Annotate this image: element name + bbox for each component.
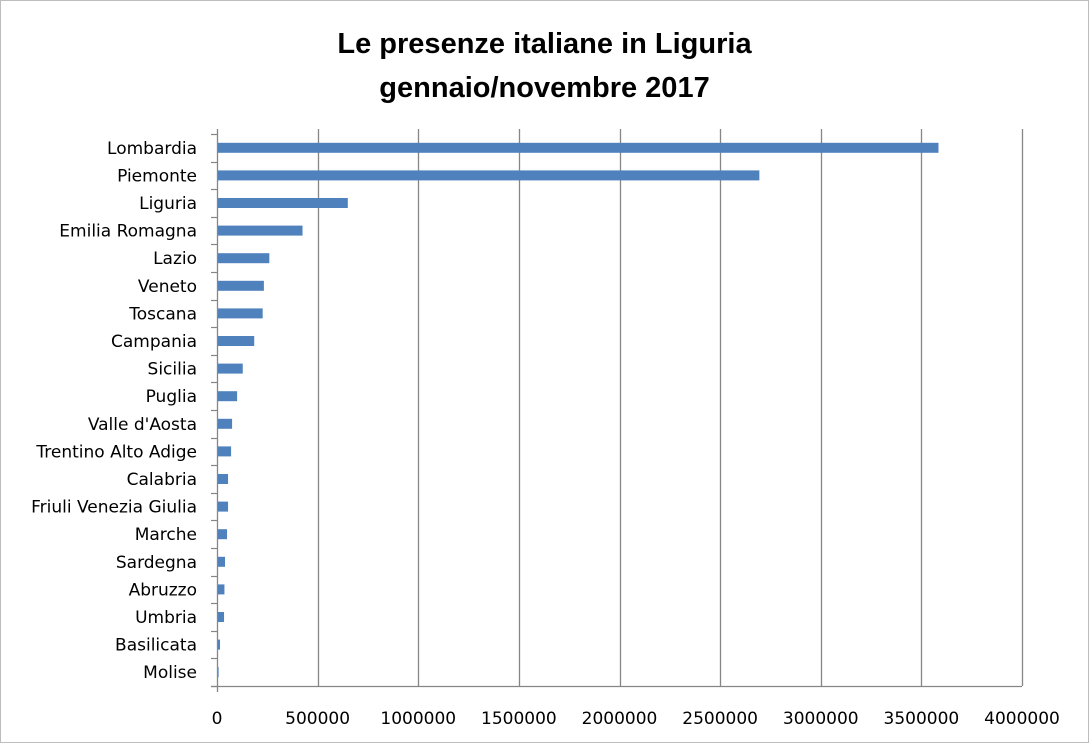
bar <box>218 198 348 208</box>
category-label: Liguria <box>139 194 197 214</box>
x-tick-label: 500000 <box>285 709 350 729</box>
bar <box>218 391 238 402</box>
bar <box>218 253 270 264</box>
bar <box>218 639 221 650</box>
category-label: Lazio <box>153 249 197 269</box>
bar <box>218 556 226 567</box>
chart-title-line-1: Le presenze italiane in Liguria <box>337 28 752 60</box>
bar <box>218 280 264 291</box>
bar <box>218 501 229 512</box>
category-label: Basilicata <box>115 636 197 656</box>
bar <box>218 667 219 678</box>
category-label: Emilia Romagna <box>59 222 197 242</box>
category-label: Toscana <box>128 304 197 324</box>
category-label: Sicilia <box>148 360 197 380</box>
x-tick-label: 3500000 <box>884 709 960 729</box>
category-label: Campania <box>111 332 197 352</box>
category-label: Puglia <box>146 387 197 407</box>
category-label: Sardegna <box>116 553 197 573</box>
bar <box>218 363 243 374</box>
x-tick-label: 4000000 <box>984 709 1060 729</box>
bar <box>218 418 233 429</box>
bar <box>218 474 229 484</box>
category-label: Umbria <box>135 608 197 628</box>
category-label: Marche <box>135 525 197 545</box>
category-label: Abruzzo <box>129 580 197 600</box>
bar <box>218 225 303 236</box>
bar <box>218 612 225 622</box>
category-label: Trentino Alto Adige <box>35 442 197 462</box>
x-tick-label: 1500000 <box>481 709 557 729</box>
bar <box>218 308 263 319</box>
x-tick-label: 2500000 <box>682 709 758 729</box>
bar <box>218 170 760 181</box>
category-label: Valle d'Aosta <box>88 415 197 435</box>
x-tick-label: 3000000 <box>783 709 859 729</box>
bar <box>218 446 232 457</box>
bar <box>218 336 255 346</box>
chart-title: Le presenze italiane in Liguria gennaio/… <box>0 22 1089 110</box>
category-label: Calabria <box>127 470 197 490</box>
category-label: Piemonte <box>117 166 197 186</box>
x-tick-label: 2000000 <box>582 709 658 729</box>
bar <box>218 584 225 595</box>
category-label: Molise <box>143 663 197 683</box>
x-tick-label: 1000000 <box>380 709 456 729</box>
bar <box>218 529 228 540</box>
x-tick-label: 0 <box>212 709 223 729</box>
bar <box>218 142 939 153</box>
category-label: Veneto <box>138 277 197 297</box>
category-label: Lombardia <box>107 139 197 159</box>
chart-title-line-2: gennaio/novembre 2017 <box>379 72 710 104</box>
category-label: Friuli Venezia Giulia <box>31 498 197 518</box>
